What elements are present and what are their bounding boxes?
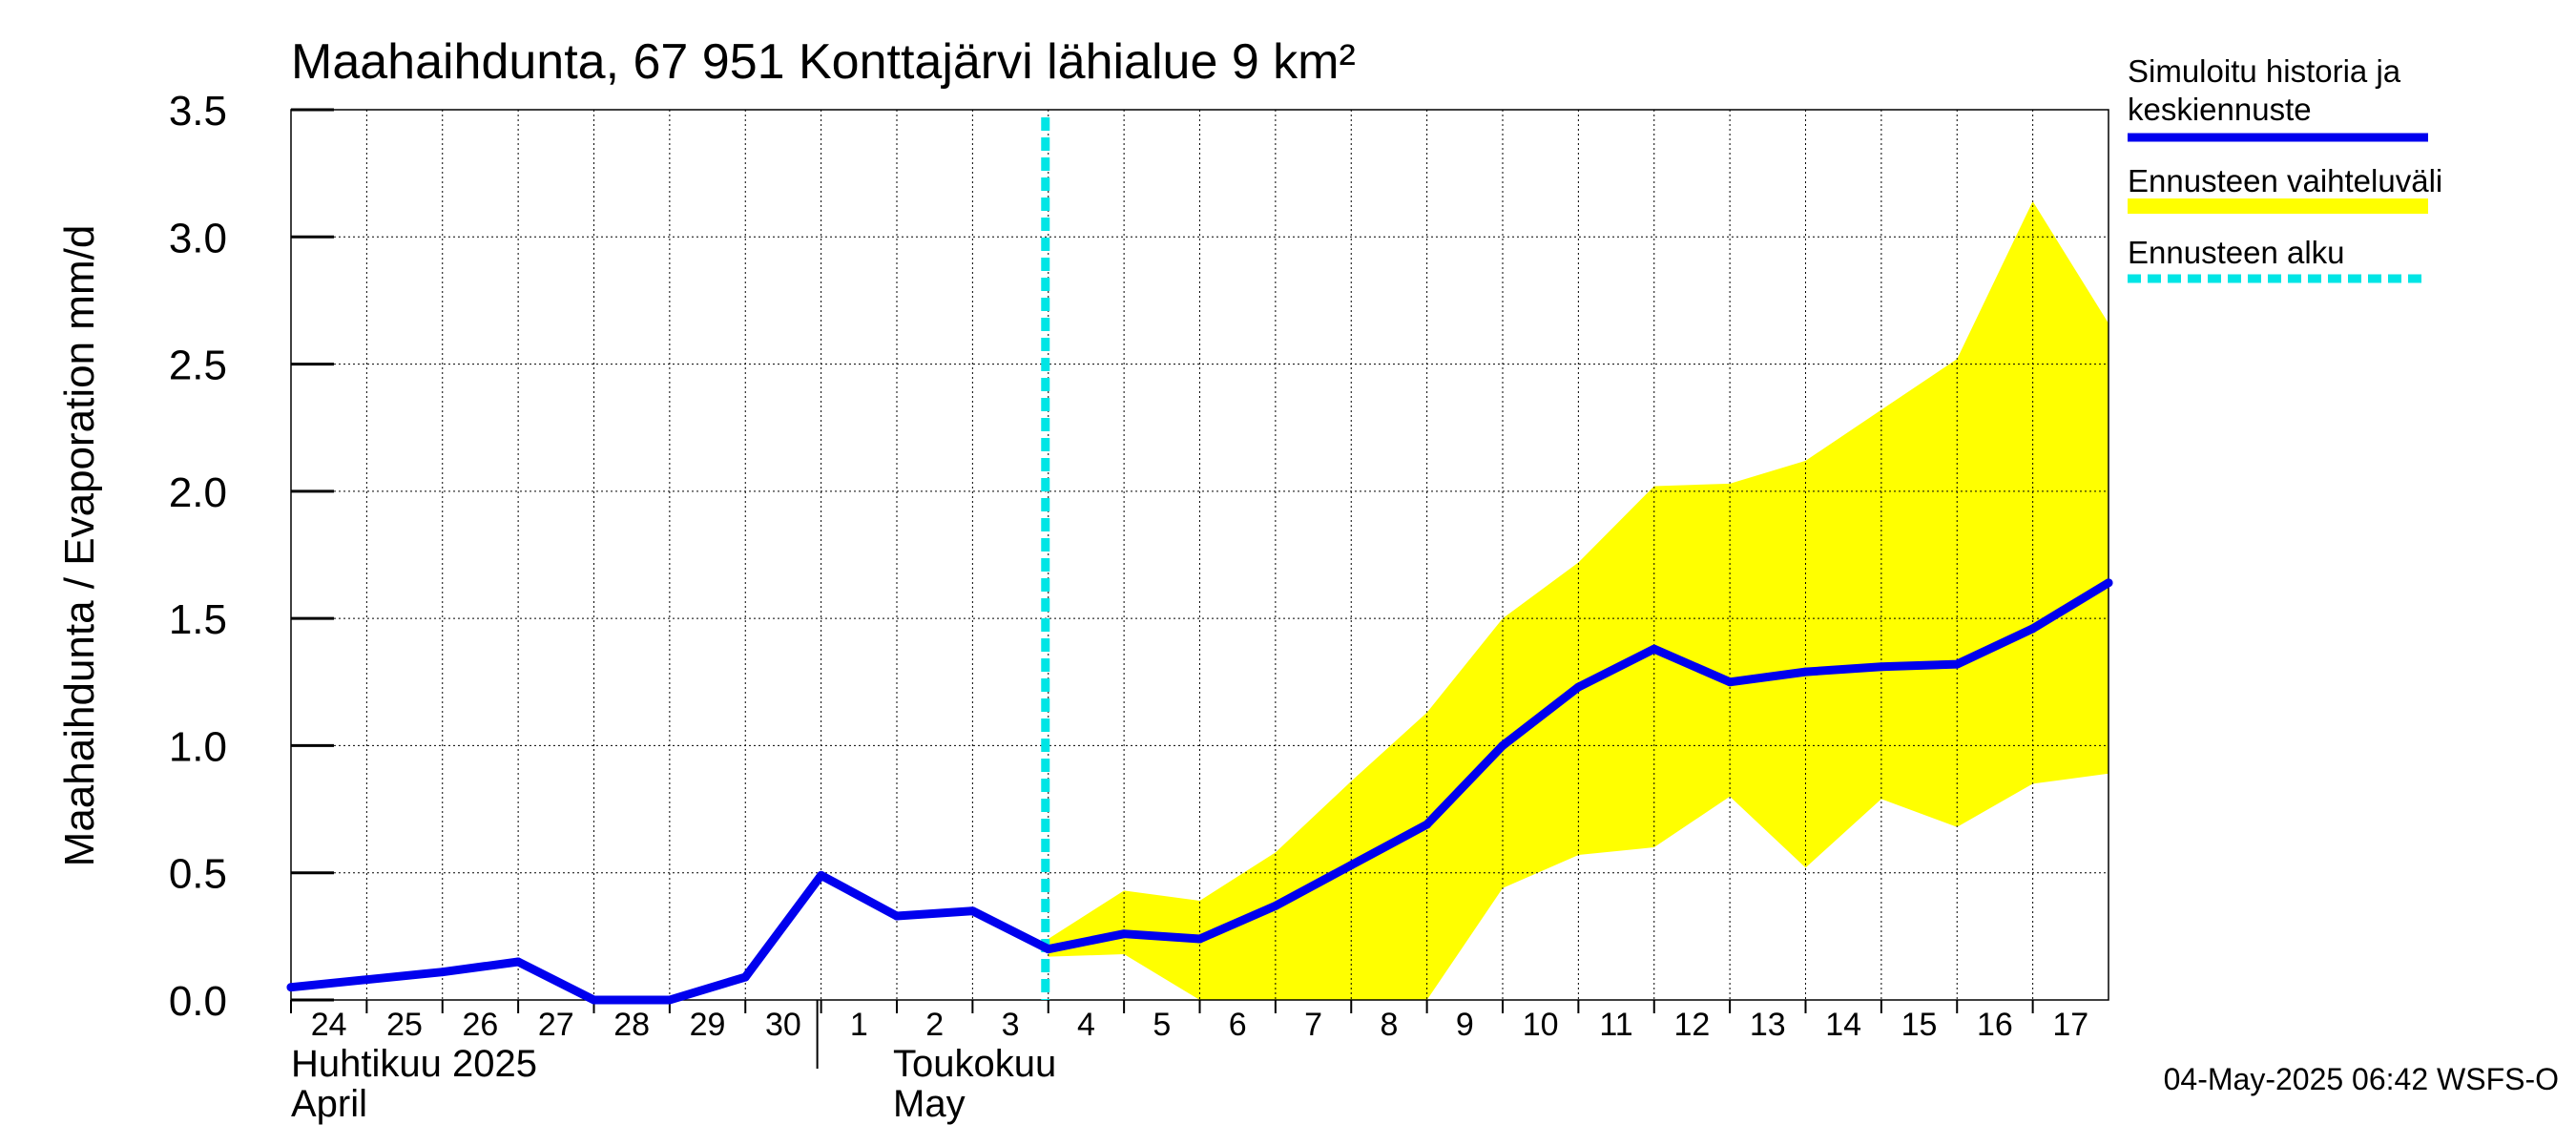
- series-point: [1423, 820, 1432, 829]
- x-tick-label: 25: [386, 1007, 423, 1043]
- forecast-range-band-layer: [1048, 200, 2109, 1001]
- series-point: [740, 972, 750, 982]
- series-point: [665, 995, 675, 1005]
- x-tick-label: 13: [1750, 1007, 1786, 1043]
- x-tick-label: 3: [1002, 1007, 1020, 1043]
- series-point: [513, 957, 523, 967]
- x-tick-label: 29: [690, 1007, 726, 1043]
- series-point: [817, 870, 826, 880]
- series-point: [1498, 740, 1507, 750]
- x-tick-label: 11: [1599, 1007, 1632, 1043]
- y-tick-label: 3.0: [169, 215, 227, 261]
- month-label-english: April: [291, 1083, 367, 1125]
- series-point: [1952, 659, 1962, 669]
- series-point: [892, 911, 902, 921]
- month-label-english: May: [893, 1083, 966, 1125]
- x-tick-label: 4: [1077, 1007, 1095, 1043]
- series-point: [590, 995, 598, 1005]
- legend-swatch-range: [2128, 198, 2428, 214]
- series-point: [1271, 901, 1280, 910]
- series-point: [1346, 861, 1356, 870]
- series-point: [286, 983, 296, 992]
- series-point: [438, 968, 447, 977]
- timestamp-footer: 04-May-2025 06:42 WSFS-O: [2164, 1062, 2559, 1096]
- x-tick-label: 9: [1456, 1007, 1474, 1043]
- legend-label: Ennusteen alku: [2128, 235, 2345, 270]
- y-tick-label: 1.5: [169, 596, 227, 643]
- x-tick-label: 10: [1523, 1007, 1559, 1043]
- legend-label: keskiennuste: [2128, 92, 2312, 127]
- series-point: [1573, 682, 1583, 692]
- x-tick-label: 27: [538, 1007, 574, 1043]
- series-point: [1195, 934, 1204, 944]
- series-point: [2104, 578, 2113, 588]
- month-label: Huhtikuu 2025: [291, 1043, 537, 1085]
- x-tick-label: 8: [1380, 1007, 1398, 1043]
- legend-label: Simuloitu historia ja: [2128, 53, 2401, 89]
- x-tick-label: 15: [1901, 1007, 1938, 1043]
- grid-layer: [290, 109, 2109, 1001]
- x-tick-label: 14: [1825, 1007, 1861, 1043]
- series-point: [1725, 677, 1735, 687]
- y-tick-label: 0.0: [169, 978, 227, 1025]
- series-point: [967, 906, 977, 916]
- x-tick-label: 28: [613, 1007, 650, 1043]
- x-tick-label: 6: [1229, 1007, 1247, 1043]
- axes-layer: 0.00.51.01.52.02.53.03.524 25 26 27 28 29 30 1 2…: [169, 88, 2088, 1125]
- series-point: [2028, 624, 2038, 634]
- x-tick-label: 5: [1153, 1007, 1171, 1043]
- forecast-range-band: [1048, 200, 2109, 1001]
- x-tick-label: 30: [765, 1007, 801, 1043]
- month-label: Toukokuu: [893, 1043, 1056, 1085]
- series-layer: [286, 117, 2113, 1005]
- x-tick-label: 12: [1674, 1007, 1711, 1043]
- series-point: [1801, 667, 1810, 677]
- y-tick-label: 1.0: [169, 723, 227, 770]
- x-tick-label: 16: [1977, 1007, 2013, 1043]
- x-tick-label: 17: [2052, 1007, 2088, 1043]
- y-axis-label: Maahaihdunta / Evaporation mm/d: [56, 225, 103, 867]
- series-point: [1650, 644, 1659, 654]
- series-point: [1119, 929, 1129, 939]
- y-tick-label: 0.5: [169, 851, 227, 898]
- x-tick-label: 7: [1304, 1007, 1322, 1043]
- x-tick-label: 26: [463, 1007, 499, 1043]
- chart-title: Maahaihdunta, 67 951 Konttajärvi lähialu…: [291, 34, 1356, 90]
- series-point: [362, 975, 371, 985]
- legend-label: Ennusteen vaihteluväli: [2128, 163, 2442, 198]
- y-tick-label: 2.0: [169, 469, 227, 516]
- series-point: [1044, 945, 1053, 954]
- x-tick-label: 1: [850, 1007, 868, 1043]
- x-tick-label: 2: [925, 1007, 944, 1043]
- y-tick-label: 2.5: [169, 343, 227, 389]
- y-tick-label: 3.5: [169, 88, 227, 135]
- x-tick-label: 24: [311, 1007, 347, 1043]
- series-point: [1877, 662, 1886, 672]
